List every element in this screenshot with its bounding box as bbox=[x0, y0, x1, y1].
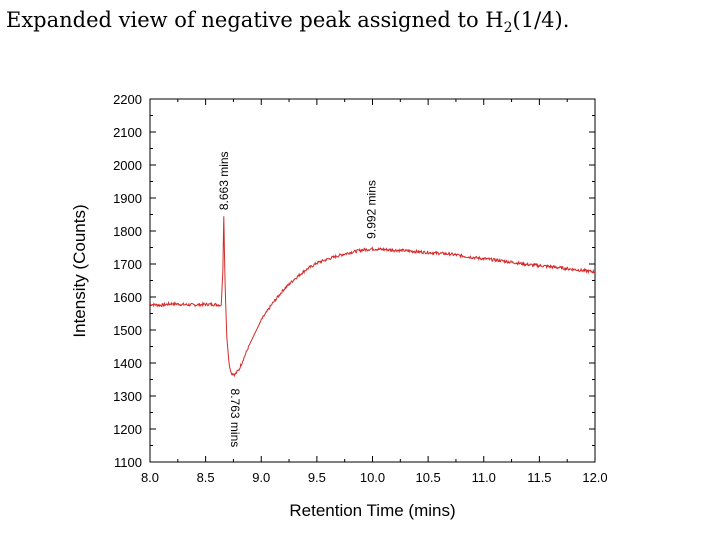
y-tick-label: 1700 bbox=[113, 257, 142, 272]
x-tick-label: 12.0 bbox=[582, 470, 607, 485]
x-tick-label: 11.5 bbox=[527, 470, 551, 485]
y-tick-label: 2200 bbox=[113, 92, 142, 107]
y-tick-label: 1800 bbox=[113, 224, 142, 239]
y-axis-ticks: 1100 1200 1300 1400 1500 1600 1700 1800 1900 2000… bbox=[113, 92, 595, 470]
series-line bbox=[149, 216, 596, 378]
y-tick-label: 1300 bbox=[113, 389, 142, 404]
x-tick-label: 11.0 bbox=[472, 470, 496, 485]
y-axis-title: Intensity (Counts) bbox=[70, 204, 89, 337]
annotation-broad-max: 9.992 mins bbox=[365, 180, 379, 239]
y-tick-label: 1900 bbox=[113, 191, 142, 206]
y-tick-label: 1100 bbox=[114, 455, 142, 470]
x-tick-label: 8.5 bbox=[197, 470, 215, 485]
x-tick-label: 9.0 bbox=[252, 470, 270, 485]
annotation-peak-min: 8.763 mins bbox=[228, 389, 242, 448]
y-tick-label: 2100 bbox=[113, 125, 142, 140]
x-tick-label: 10.0 bbox=[360, 470, 385, 485]
x-axis-ticks: 8.0 8.5 9.0 9.5 10.0 10.5 11.0 11.5 12.0 bbox=[141, 99, 608, 485]
caption-text: Expanded view of negative peak assigned … bbox=[6, 8, 504, 32]
x-tick-label: 8.0 bbox=[141, 470, 159, 485]
x-tick-label: 10.5 bbox=[415, 470, 440, 485]
x-tick-label: 9.5 bbox=[308, 470, 326, 485]
y-tick-label: 2000 bbox=[113, 158, 142, 173]
y-tick-label: 1400 bbox=[113, 356, 142, 371]
caption-suffix: (1/4). bbox=[512, 8, 570, 32]
x-axis-title: Retention Time (mins) bbox=[289, 501, 455, 520]
caption-subscript: 2 bbox=[503, 20, 513, 37]
y-tick-label: 1200 bbox=[113, 422, 142, 437]
y-tick-label: 1500 bbox=[113, 323, 142, 338]
annotation-peak-max: 8.663 mins bbox=[217, 151, 231, 210]
y-tick-label: 1600 bbox=[113, 290, 142, 305]
figure-caption: Expanded view of negative peak assigned … bbox=[6, 8, 569, 36]
peak-annotations: 8.663 mins 8.763 mins 9.992 mins bbox=[217, 151, 379, 447]
